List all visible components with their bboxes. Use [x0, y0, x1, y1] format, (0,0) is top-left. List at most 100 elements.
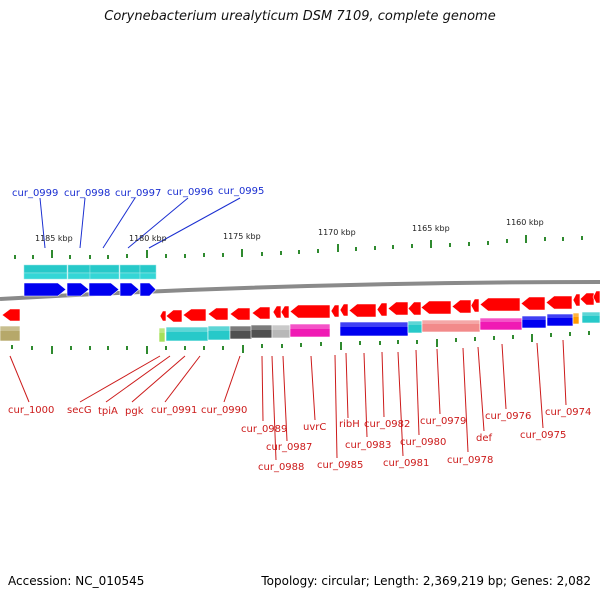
scale-label: 1170 kbp	[318, 228, 356, 237]
label-leader-line	[334, 354, 338, 459]
gene-block	[521, 315, 547, 329]
gene-arrow-reverse	[182, 308, 207, 322]
gene-block-highlight	[582, 312, 600, 316]
gene-block-highlight	[251, 325, 272, 330]
label-leader-line	[363, 352, 368, 438]
gene-label[interactable]: tpiA	[98, 406, 118, 417]
gene-block-highlight	[408, 321, 422, 325]
scale-label: 1165 kbp	[412, 224, 450, 233]
scale-tick	[337, 244, 339, 252]
scale-tick	[411, 244, 413, 248]
gene-arrow-reverse	[1, 308, 21, 322]
label-leader-line	[436, 348, 441, 415]
gene-block	[0, 325, 21, 342]
gene-arrow-reverse	[572, 293, 581, 307]
scale-tick	[184, 346, 186, 350]
gene-label[interactable]: cur_0978	[447, 455, 493, 466]
label-leader-line	[105, 355, 171, 403]
gene-label[interactable]: cur_0982	[364, 419, 410, 430]
gene-arrow-reverse	[339, 303, 349, 317]
gene-label[interactable]: cur_0985	[317, 460, 363, 471]
gene-label[interactable]: cur_0983	[345, 440, 391, 451]
gene-label[interactable]: cur_0996	[167, 187, 213, 198]
gene-label[interactable]: cur_0975	[520, 430, 566, 441]
gene-label[interactable]: ribH	[339, 419, 360, 430]
label-leader-line	[148, 197, 241, 249]
gene-block-highlight	[340, 322, 408, 327]
gene-label[interactable]: cur_0988	[258, 462, 304, 473]
scale-tick	[280, 251, 282, 255]
gene-block	[119, 272, 141, 280]
scale-tick	[203, 253, 205, 257]
scale-tick	[261, 344, 263, 348]
label-leader-line	[261, 355, 264, 422]
gene-block	[23, 264, 68, 274]
gene-label[interactable]: cur_0998	[64, 188, 110, 199]
gene-arrow-reverse	[376, 302, 388, 317]
scale-labels: 1185 kbp 1180 kbp 1175 kbp 1170 kbp 1165…	[35, 218, 544, 243]
scale-tick	[14, 255, 16, 259]
gene-block	[89, 264, 120, 274]
scale-tick	[203, 346, 205, 350]
gene-label[interactable]: cur_1000	[8, 405, 54, 416]
gene-block	[67, 272, 91, 280]
gene-label[interactable]: cur_0995	[218, 186, 264, 197]
gene-label[interactable]: cur_0999	[12, 188, 58, 199]
label-leader-line	[271, 355, 277, 461]
label-leader-line	[397, 351, 404, 457]
label-leader-line	[282, 355, 288, 442]
scale-tick	[51, 250, 53, 258]
gene-arrow-forward	[139, 282, 157, 297]
label-leader-line	[381, 351, 385, 418]
scale-tick	[261, 252, 263, 256]
scale-tick	[320, 342, 322, 346]
scale-tick	[32, 255, 34, 259]
gene-label[interactable]: secG	[67, 405, 92, 416]
gene-label[interactable]: cur_0979	[420, 416, 466, 427]
gene-block	[572, 312, 580, 325]
gene-arrow-reverse	[348, 303, 377, 318]
gene-arrow-reverse	[545, 295, 573, 310]
gene-block-highlight	[480, 318, 522, 322]
track-layer	[0, 197, 600, 461]
scale-tick	[242, 345, 244, 353]
gene-arrow-reverse	[592, 290, 600, 304]
scale-tick	[51, 346, 53, 354]
gene-label[interactable]: cur_0987	[266, 442, 312, 453]
scale-tick	[550, 333, 552, 337]
gene-label[interactable]: cur_0991	[151, 405, 197, 416]
gene-arrow-forward	[23, 282, 67, 297]
gene-label[interactable]: cur_0997	[115, 188, 161, 199]
scale-tick	[416, 340, 418, 344]
scale-tick	[430, 240, 432, 248]
gene-label[interactable]: pgk	[125, 406, 144, 417]
gene-block	[67, 264, 91, 274]
gene-arrow-reverse	[387, 301, 409, 316]
scale-tick	[89, 346, 91, 350]
label-leader-line	[477, 346, 485, 432]
scale-tick	[374, 246, 376, 250]
gene-label[interactable]: cur_0981	[383, 458, 429, 469]
scale-tick	[11, 345, 13, 349]
gene-block	[139, 264, 157, 274]
scale-tick	[468, 242, 470, 246]
gene-label[interactable]: cur_0989	[241, 424, 287, 435]
gene-label[interactable]: cur_0980	[400, 437, 446, 448]
gene-block	[158, 327, 166, 343]
gene-arrow-reverse	[479, 297, 521, 312]
scale-label: 1185 kbp	[35, 234, 73, 243]
gene-arrow-reverse	[159, 310, 167, 322]
gene-label[interactable]: def	[476, 433, 493, 444]
label-leader-line	[223, 355, 241, 403]
gene-label[interactable]: cur_0990	[201, 405, 247, 416]
scale-tick	[317, 249, 319, 253]
gene-block-highlight	[159, 328, 165, 333]
scale-tick	[392, 245, 394, 249]
scale-tick	[562, 237, 564, 241]
gene-label[interactable]: cur_0974	[545, 407, 591, 418]
scale-tick	[359, 341, 361, 345]
gene-arrow-reverse	[451, 299, 472, 314]
gene-label[interactable]: uvrC	[303, 422, 326, 433]
gene-label[interactable]: cur_0976	[485, 411, 531, 422]
